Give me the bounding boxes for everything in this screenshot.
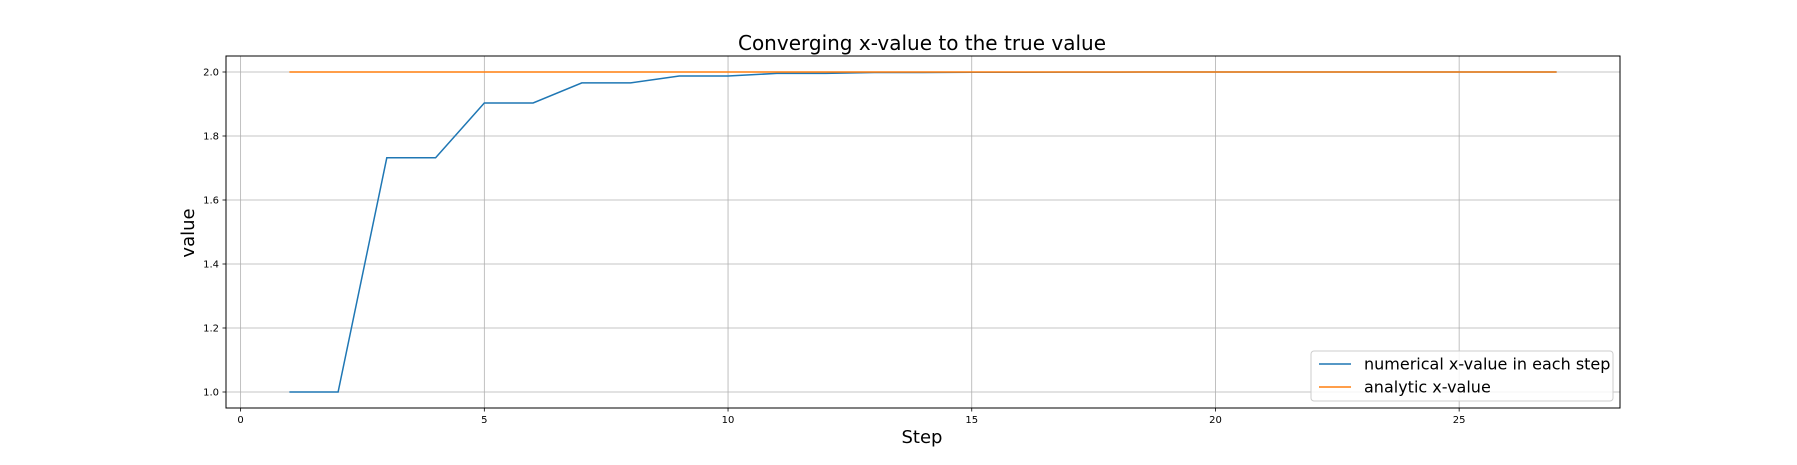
x-tick-label: 10 — [722, 415, 735, 426]
plot-area-frame — [225, 55, 1621, 409]
x-tick-label: 15 — [965, 415, 978, 426]
y-tick-label: 1.2 — [203, 324, 219, 335]
axis-ticks: 0 5 10 15 20 25 1.0 1.2 1.4 1.6 1.8 2.0 — [203, 68, 1465, 427]
x-tick-label: 20 — [1209, 415, 1222, 426]
y-tick-label: 1.8 — [203, 132, 219, 143]
x-tick-label: 0 — [237, 415, 243, 426]
y-tick-label: 1.0 — [203, 388, 219, 399]
series-lines — [289, 71, 1557, 393]
legend-box — [1310, 350, 1614, 402]
y-axis-title: value — [178, 208, 199, 257]
y-tick-label: 1.4 — [203, 260, 219, 271]
legend-label-1: numerical x-value in each step — [1364, 355, 1610, 374]
y-tick-label: 2.0 — [203, 68, 219, 79]
legend: numerical x-value in each step analytic x… — [1310, 350, 1614, 402]
chart-title: Converging x-value to the true value — [738, 31, 1106, 55]
y-tick-label: 1.6 — [203, 196, 219, 207]
x-tick-label: 25 — [1453, 415, 1466, 426]
legend-label-2: analytic x-value — [1364, 378, 1491, 397]
series-line-1 — [289, 71, 1557, 393]
x-tick-label: 5 — [481, 415, 487, 426]
x-axis-title: Step — [902, 427, 943, 448]
